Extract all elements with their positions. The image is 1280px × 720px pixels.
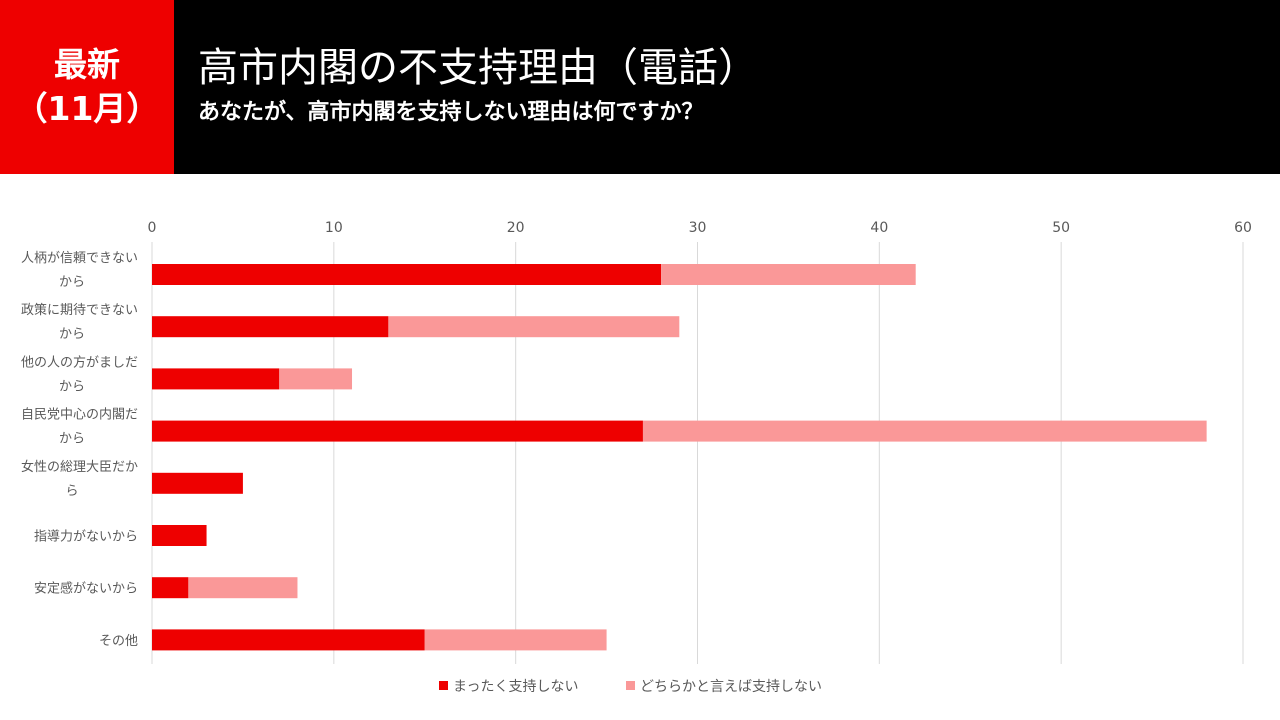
bar-somewhat-disapprove	[279, 368, 353, 390]
bar-somewhat-disapprove	[424, 629, 607, 651]
category-label-cont: から	[59, 432, 85, 447]
latest-badge: 最新 （11月）	[0, 0, 174, 174]
header-bar	[0, 0, 1280, 174]
legend-label: どちらかと言えば支持しない	[640, 679, 822, 695]
x-tick-label: 50	[1052, 220, 1070, 236]
page-title: 高市内閣の不支持理由（電話）	[198, 45, 758, 91]
x-tick-label: 60	[1234, 220, 1252, 236]
category-label: 他の人の方がましだ	[21, 354, 138, 370]
bar-somewhat-disapprove	[661, 264, 916, 285]
legend-swatch-strongly-disapprove	[439, 681, 448, 690]
category-label: その他	[99, 634, 138, 649]
category-label: 人柄が信頼できない	[21, 251, 138, 266]
bar-strongly-disapprove	[152, 264, 662, 285]
bar-strongly-disapprove	[152, 368, 280, 390]
x-tick-label: 0	[148, 220, 157, 236]
category-label: 女性の総理大臣だか	[21, 459, 138, 475]
category-label: 政策に期待できない	[21, 302, 138, 318]
x-tick-label: 10	[325, 220, 343, 236]
category-label-cont: から	[59, 327, 85, 342]
bar-strongly-disapprove	[152, 472, 243, 494]
category-label: 安定感がないから	[34, 581, 138, 597]
badge-line-1: 最新	[54, 45, 120, 84]
bar-strongly-disapprove	[152, 577, 189, 599]
page-subtitle: あなたが、高市内閣を支持しない理由は何ですか？	[198, 100, 704, 125]
bar-strongly-disapprove	[152, 316, 389, 338]
legend-label: まったく支持しない	[453, 679, 578, 695]
category-label: 自民党中心の内閣だ	[21, 407, 138, 423]
stacked-bar-chart: 0 10 20 30 40 50 60人柄が信頼できないから政策に期待できないから他の人の方…	[21, 220, 1252, 695]
bar-somewhat-disapprove	[642, 420, 1207, 442]
category-label-cont: から	[59, 275, 85, 290]
bar-strongly-disapprove	[152, 420, 643, 442]
legend-swatch-somewhat-disapprove	[626, 681, 635, 690]
badge-line-2: （11月）	[14, 89, 160, 128]
bar-strongly-disapprove	[152, 525, 207, 546]
bar-somewhat-disapprove	[388, 316, 680, 338]
x-tick-label: 40	[870, 220, 888, 236]
bar-strongly-disapprove	[152, 629, 425, 651]
bar-somewhat-disapprove	[188, 577, 298, 599]
category-label-cont: ら	[65, 484, 78, 499]
x-tick-label: 20	[507, 220, 525, 236]
category-label-cont: から	[59, 379, 85, 394]
x-tick-label: 30	[689, 220, 707, 236]
category-label: 指導力がないから	[34, 530, 138, 545]
